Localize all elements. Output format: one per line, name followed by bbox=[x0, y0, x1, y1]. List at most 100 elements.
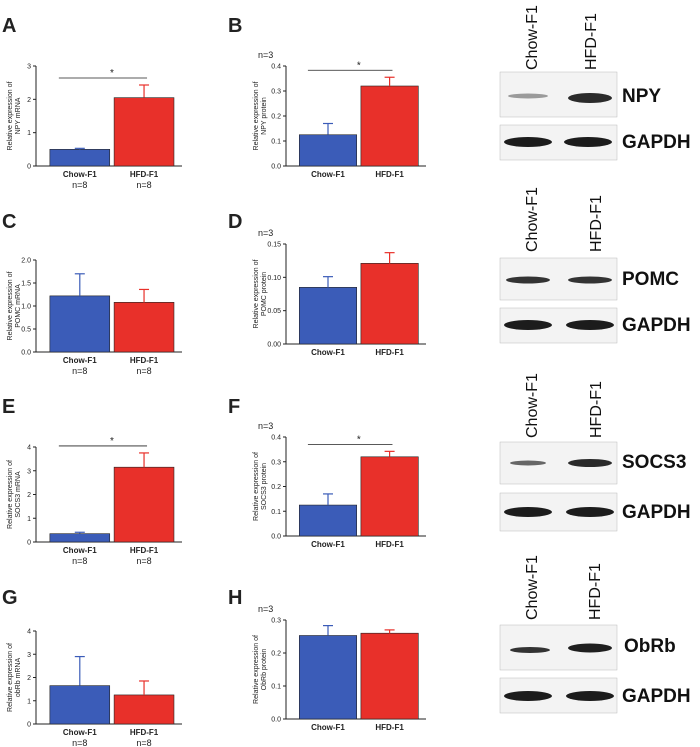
y-tick-label: 0 bbox=[27, 722, 31, 729]
significance-star: * bbox=[357, 434, 361, 445]
blot-band bbox=[568, 643, 612, 653]
blot-loading-label: GAPDH bbox=[622, 315, 691, 336]
panel-letter-d: D bbox=[228, 211, 242, 233]
sample-size-label: n=8 bbox=[72, 180, 87, 190]
chart-pomc-protein: 0.00 0.05 0.10 0.15 Relative expression ofPO… bbox=[253, 228, 426, 357]
blot-band bbox=[568, 459, 612, 467]
y-tick-label: 0 bbox=[27, 164, 31, 171]
blot-loading-label: GAPDH bbox=[622, 502, 691, 523]
sample-size-label: n=8 bbox=[72, 366, 87, 376]
bar-hfd bbox=[360, 456, 419, 537]
category-label: HFD-F1 bbox=[375, 170, 404, 179]
y-tick-label: 0.0 bbox=[21, 350, 31, 357]
n-label: n=3 bbox=[258, 604, 273, 614]
panel-letter-f: F bbox=[228, 396, 240, 418]
blot-band bbox=[568, 276, 612, 284]
category-label: Chow-F1 bbox=[311, 723, 345, 732]
chart-socs3-mrna: 0 1 2 3 4 Relative expression ofSOCS3 mRNA Cho… bbox=[7, 436, 182, 566]
bar-chow bbox=[298, 504, 357, 537]
bar-chow bbox=[49, 149, 111, 167]
significance-star: * bbox=[110, 68, 114, 79]
y-axis-label: Relative expression ofNPY mRNA bbox=[7, 82, 22, 151]
y-tick-label: 0.00 bbox=[267, 342, 281, 349]
sample-size-label: n=8 bbox=[72, 556, 87, 566]
chart-obrb-protein: 0.0 0.1 0.2 0.3 Relative expression ofObRb p… bbox=[253, 604, 426, 732]
y-tick-label: 0.1 bbox=[271, 684, 281, 691]
y-tick-label: 3 bbox=[27, 64, 31, 71]
panel-letter-g: G bbox=[2, 587, 18, 609]
n-label: n=3 bbox=[258, 50, 273, 60]
bar-hfd bbox=[113, 466, 175, 543]
bar-hfd bbox=[113, 694, 175, 725]
blot-obrb: Chow-F1 HFD-F1 ObRb GAPDH bbox=[499, 555, 691, 714]
panel-letter-a: A bbox=[2, 15, 16, 37]
sample-size-label: n=8 bbox=[136, 556, 151, 566]
blot-target-label: NPY bbox=[622, 86, 661, 107]
y-tick-label: 4 bbox=[27, 445, 31, 452]
blot-target-label: POMC bbox=[622, 269, 679, 290]
category-label: HFD-F1 bbox=[130, 546, 159, 555]
blot-band bbox=[504, 691, 552, 701]
y-tick-label: 2 bbox=[27, 675, 31, 682]
category-label: HFD-F1 bbox=[375, 723, 404, 732]
significance-star: * bbox=[357, 60, 361, 71]
blot-band bbox=[566, 507, 614, 517]
blot-header-hfd: HFD-F1 bbox=[583, 13, 600, 70]
bar-chow bbox=[298, 635, 357, 720]
chart-npy-protein: 0.0 0.1 0.2 0.3 0.4 Relative expression ofNPY… bbox=[253, 50, 426, 179]
panel-letter-b: B bbox=[228, 15, 242, 37]
y-tick-label: 0.2 bbox=[271, 114, 281, 121]
panel-letter-e: E bbox=[2, 396, 15, 418]
sample-size-label: n=8 bbox=[136, 366, 151, 376]
y-axis-label: Relative expression ofPOMC mRNA bbox=[7, 272, 22, 341]
category-label: Chow-F1 bbox=[63, 728, 97, 737]
bar-hfd bbox=[360, 263, 419, 345]
y-tick-label: 0.0 bbox=[271, 534, 281, 541]
y-tick-label: 0.10 bbox=[267, 275, 281, 282]
blot-header-hfd: HFD-F1 bbox=[587, 563, 604, 620]
blot-header-chow: Chow-F1 bbox=[524, 555, 541, 620]
y-axis-label: Relative expression ofPOMC protein bbox=[253, 260, 268, 329]
sample-size-label: n=8 bbox=[136, 738, 151, 747]
blot-band bbox=[566, 691, 614, 701]
category-label: Chow-F1 bbox=[63, 170, 97, 179]
n-label: n=3 bbox=[258, 421, 273, 431]
y-tick-label: 1.5 bbox=[21, 281, 31, 288]
sample-size-label: n=8 bbox=[72, 738, 87, 747]
y-tick-label: 2 bbox=[27, 97, 31, 104]
y-tick-label: 1 bbox=[27, 130, 31, 137]
panel-letter-c: C bbox=[2, 211, 16, 233]
y-tick-label: 0.0 bbox=[271, 164, 281, 171]
y-tick-label: 0.2 bbox=[271, 651, 281, 658]
blot-socs3: Chow-F1 HFD-F1 SOCS3 GAPDH bbox=[499, 373, 691, 532]
blot-target-label: SOCS3 bbox=[622, 452, 686, 473]
category-label: HFD-F1 bbox=[130, 356, 159, 365]
y-axis-label: Relative expression ofSOCS3 mRNA bbox=[7, 460, 22, 529]
y-tick-label: 0.05 bbox=[267, 308, 281, 315]
y-tick-label: 0.2 bbox=[271, 484, 281, 491]
chart-npy-mrna: 0 1 2 3 Relative expression ofNPY mRNA Chow-F… bbox=[7, 64, 182, 190]
y-axis-label: Relative expression ofNPY protein bbox=[253, 82, 268, 151]
y-tick-label: 0.0 bbox=[271, 717, 281, 724]
category-label: Chow-F1 bbox=[311, 170, 345, 179]
blot-band bbox=[510, 647, 550, 653]
bar-hfd bbox=[113, 97, 175, 167]
blot-header-chow: Chow-F1 bbox=[524, 5, 541, 70]
bar-hfd bbox=[360, 632, 419, 720]
bar-chow bbox=[298, 287, 357, 345]
y-tick-label: 0 bbox=[27, 540, 31, 547]
blot-band bbox=[510, 460, 546, 466]
bar-hfd bbox=[360, 85, 419, 167]
significance-star: * bbox=[110, 436, 114, 447]
bar-chow bbox=[49, 295, 111, 353]
y-tick-label: 3 bbox=[27, 468, 31, 475]
y-tick-label: 0.5 bbox=[21, 327, 31, 334]
blot-band bbox=[568, 93, 612, 103]
category-label: Chow-F1 bbox=[63, 356, 97, 365]
blot-pomc: Chow-F1 HFD-F1 POMC GAPDH bbox=[499, 187, 691, 344]
bar-chow bbox=[49, 685, 111, 725]
y-tick-label: 0.3 bbox=[271, 89, 281, 96]
bar-chow bbox=[298, 134, 357, 167]
y-tick-label: 0.3 bbox=[271, 459, 281, 466]
sample-size-label: n=8 bbox=[136, 180, 151, 190]
